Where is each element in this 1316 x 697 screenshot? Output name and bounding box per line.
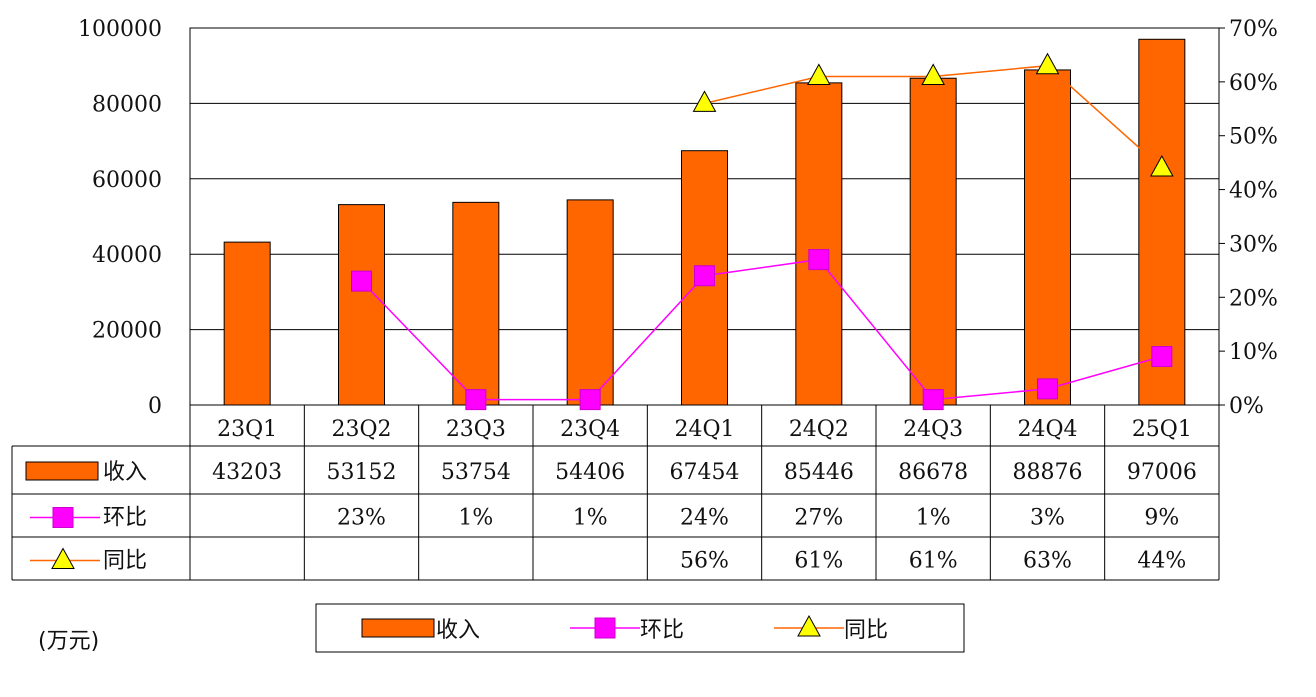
table-cell: 61%	[794, 549, 843, 574]
y-left-tick-label: 60000	[92, 168, 162, 193]
table-cell: 86678	[898, 460, 968, 485]
point	[1151, 346, 1173, 368]
table-cell: 44%	[1137, 549, 1186, 574]
bar	[223, 241, 271, 406]
table-cell: 61%	[909, 549, 958, 574]
legend-label: 收入	[436, 618, 480, 643]
table-cell: 1%	[458, 506, 493, 531]
unit-label: (万元)	[38, 629, 99, 654]
x-tick-label: 24Q3	[903, 417, 963, 442]
table-cell: 53152	[327, 460, 397, 485]
point	[1149, 154, 1174, 177]
point	[806, 63, 831, 85]
legend-key-marker	[594, 617, 616, 639]
table-cell: 9%	[1144, 506, 1179, 531]
bar	[338, 204, 385, 406]
table-cell: 53754	[441, 460, 511, 485]
x-tick-label: 24Q2	[789, 417, 849, 442]
point	[694, 265, 715, 287]
x-tick-label: 24Q1	[674, 417, 734, 442]
bar	[1024, 69, 1071, 406]
point	[351, 270, 372, 292]
point	[922, 389, 944, 411]
point	[692, 90, 717, 112]
y-left-tick-label: 80000	[92, 92, 162, 117]
bar	[795, 82, 843, 406]
y-right-tick-label: 60%	[1229, 71, 1278, 96]
y-left-tick-label: 20000	[92, 319, 162, 344]
table-cell: 1%	[573, 506, 608, 531]
point	[921, 63, 946, 85]
table-cell: 97006	[1127, 460, 1197, 485]
row-header-label: 同比	[103, 549, 147, 574]
bar	[1138, 38, 1186, 406]
point	[808, 249, 830, 271]
point	[579, 389, 601, 411]
point	[465, 389, 487, 411]
table-cell: 54406	[555, 460, 625, 485]
row-key-marker	[51, 547, 75, 569]
bar	[909, 77, 957, 406]
table-cell: 63%	[1023, 549, 1072, 574]
x-tick-label: 23Q4	[560, 417, 620, 442]
row-key	[25, 461, 99, 481]
x-tick-label: 23Q2	[331, 417, 391, 442]
table-cell: 27%	[794, 506, 843, 531]
y-left-tick-label: 0	[148, 394, 162, 419]
table-cell: 88876	[1013, 460, 1083, 485]
x-tick-label: 23Q1	[217, 417, 277, 442]
y-right-tick-label: 10%	[1229, 340, 1278, 365]
y-left-tick-label: 100000	[78, 17, 162, 42]
y-right-tick-label: 40%	[1229, 179, 1278, 204]
legend-label: 环比	[640, 618, 684, 643]
table-cell: 56%	[680, 549, 729, 574]
row-header-label: 环比	[103, 506, 147, 531]
table-cell: 23%	[337, 506, 386, 531]
table-cell: 3%	[1030, 506, 1065, 531]
legend-label: 同比	[844, 618, 888, 643]
y-right-tick-label: 20%	[1229, 286, 1278, 311]
y-right-tick-label: 30%	[1229, 232, 1278, 257]
x-tick-label: 25Q1	[1132, 417, 1192, 442]
x-tick-label: 24Q4	[1017, 417, 1077, 442]
table-cell: 85446	[784, 460, 854, 485]
x-tick-label: 23Q3	[446, 417, 506, 442]
y-right-tick-label: 0%	[1229, 394, 1264, 419]
row-header-label: 收入	[103, 460, 147, 485]
table-cell: 67454	[670, 460, 740, 485]
table-cell: 43203	[212, 460, 282, 485]
point	[1035, 52, 1060, 75]
table-cell: 24%	[680, 506, 729, 531]
table-cell: 1%	[916, 506, 951, 531]
y-right-tick-label: 70%	[1229, 17, 1278, 42]
y-left-tick-label: 40000	[92, 243, 162, 268]
y-right-tick-label: 50%	[1229, 125, 1278, 150]
series-line	[360, 258, 1163, 401]
legend-key-marker	[797, 614, 821, 637]
row-key-marker	[52, 507, 74, 528]
legend-key	[361, 618, 435, 638]
bar	[566, 199, 614, 406]
point	[1037, 378, 1058, 400]
bar	[452, 201, 500, 406]
